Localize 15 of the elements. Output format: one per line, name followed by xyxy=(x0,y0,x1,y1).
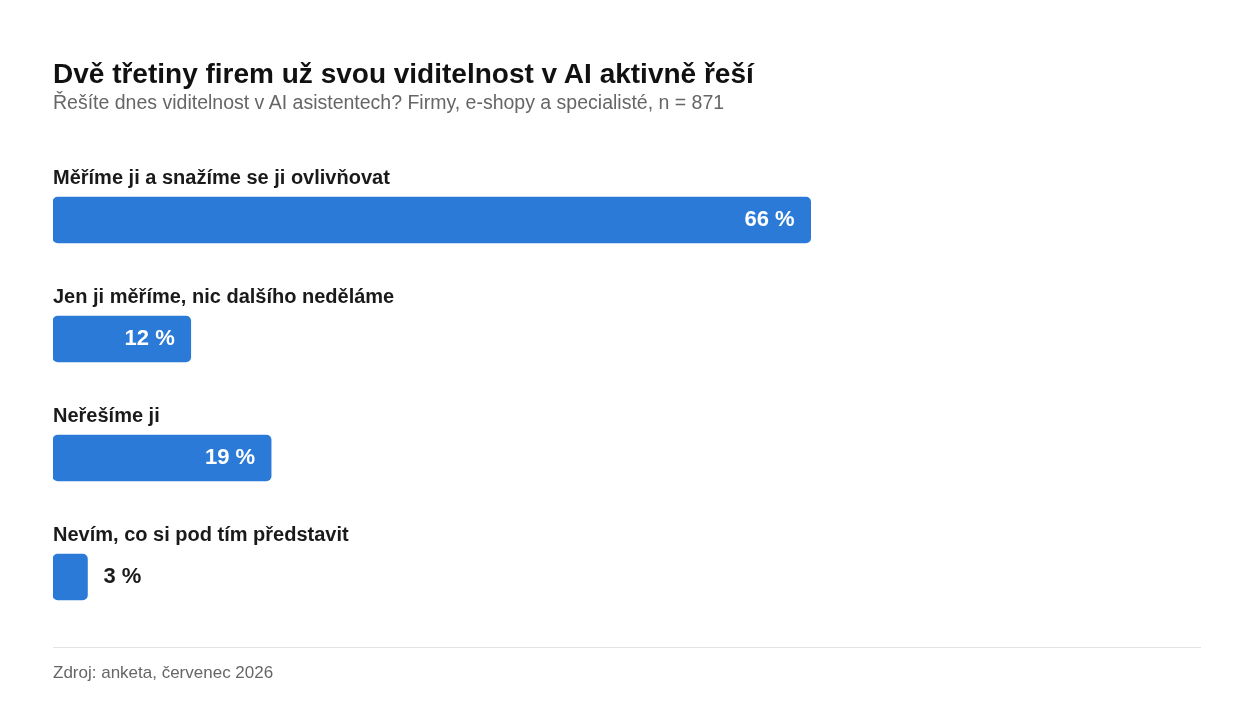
data-label: 12 % xyxy=(124,325,175,351)
y-tick-label: Jen ji měříme, nic dalšího neděláme xyxy=(53,284,395,307)
bar xyxy=(53,196,812,244)
y-tick-label: Neřešíme ji xyxy=(53,403,160,426)
y-tick-label: Nevím, co si pod tím představit xyxy=(53,522,349,545)
data-label: 66 % xyxy=(744,206,795,232)
bar xyxy=(53,315,192,363)
data-label: 3 % xyxy=(103,563,142,589)
text: Zdroj: anketa, červenec 2026 xyxy=(53,663,274,683)
bar xyxy=(53,434,272,482)
y-tick-label: Měříme ji a snažíme se ji ovlivňovat xyxy=(53,165,391,188)
data-label: 19 % xyxy=(204,444,256,470)
chart-subtitle: Řešíte dnes viditelnost v AI asistentech? Firmy, e-shopy a specialisté, n = 871 xyxy=(53,91,725,113)
bar xyxy=(53,553,88,601)
chart-title: Dvě třetiny firem už svou viditelnost v AI aktivně řeší xyxy=(53,58,754,90)
